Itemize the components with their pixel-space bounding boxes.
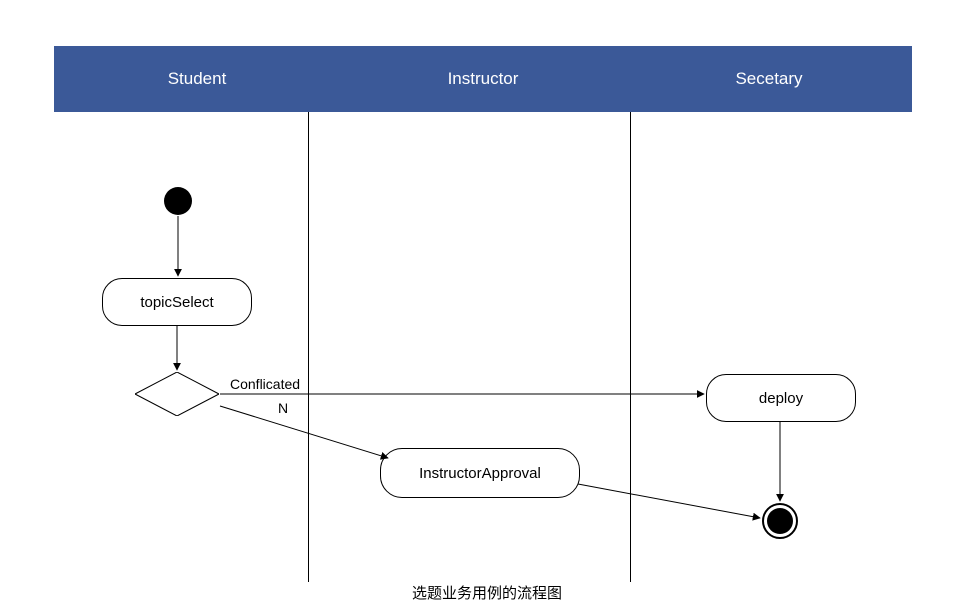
- activity-deploy: deploy: [706, 374, 856, 422]
- lane-divider-2: [630, 112, 631, 582]
- lane-divider-1: [308, 112, 309, 582]
- lane-header-instructor: Instructor: [340, 69, 626, 89]
- end-node-inner: [767, 508, 793, 534]
- activity-topic-select-label: topicSelect: [140, 294, 213, 311]
- start-node: [164, 187, 192, 215]
- activity-instructor-approval: InstructorApproval: [380, 448, 580, 498]
- swimlane-header: Student Instructor Secetary: [54, 46, 912, 112]
- activity-deploy-label: deploy: [759, 390, 803, 407]
- diagram-caption: 选题业务用例的流程图: [412, 582, 562, 603]
- decision-node: [135, 372, 219, 416]
- lane-header-student: Student: [54, 69, 340, 89]
- activity-topic-select: topicSelect: [102, 278, 252, 326]
- label-conflicated: Conflicated: [230, 376, 300, 392]
- lane-header-secetary: Secetary: [626, 69, 912, 89]
- label-n: N: [278, 400, 288, 416]
- activity-instructor-approval-label: InstructorApproval: [419, 465, 541, 482]
- end-node: [762, 503, 798, 539]
